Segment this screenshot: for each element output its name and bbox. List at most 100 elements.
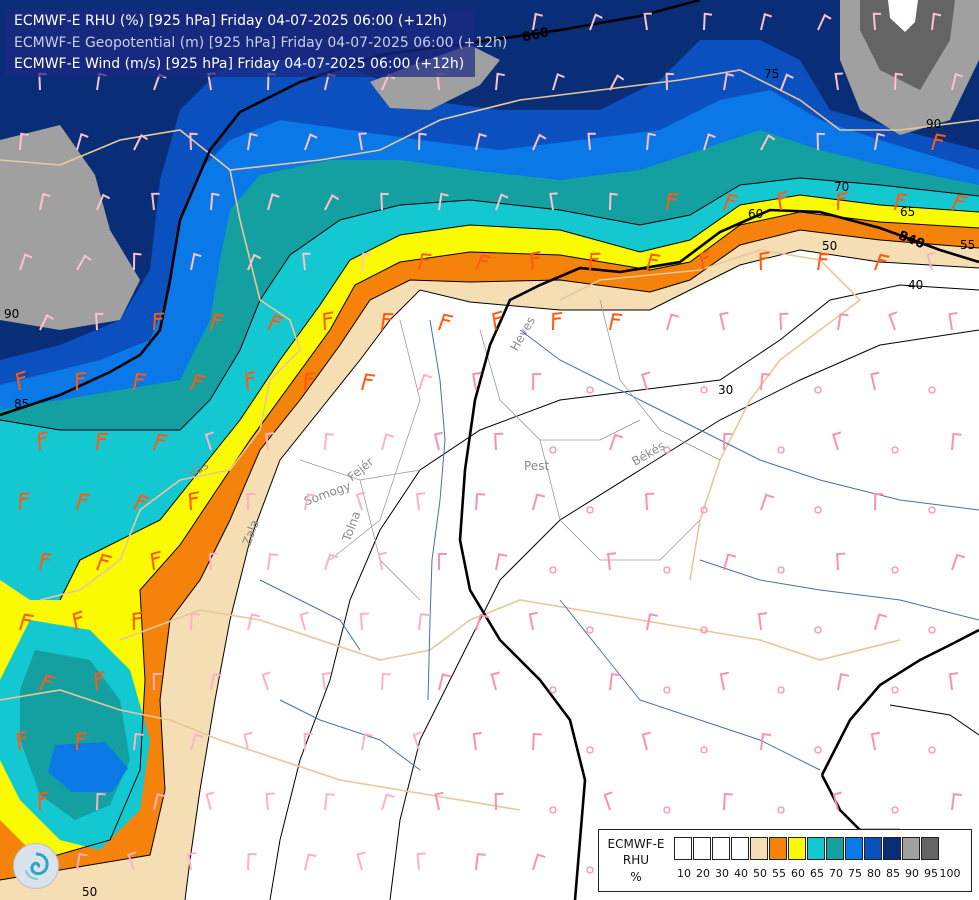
wind-barb-icon (187, 851, 197, 871)
wind-barb-icon (381, 793, 395, 811)
wind-barb-icon (381, 433, 395, 451)
wind-barb-icon (76, 853, 88, 871)
wind-barb-icon (359, 612, 369, 631)
wind-barb-icon (361, 252, 371, 271)
wind-barb-icon (418, 132, 427, 151)
calm-wind-circle-icon (928, 386, 936, 394)
wind-barb-icon (951, 553, 966, 571)
wind-barb-icon (757, 612, 768, 631)
legend-tick-label: 65 (810, 867, 824, 880)
wind-barb-icon (39, 313, 54, 331)
wind-barb-icon (19, 613, 34, 631)
wind-barb-icon (837, 673, 850, 691)
wind-barb-icon (94, 671, 105, 691)
wind-barb-icon (323, 311, 334, 331)
colorbar-legend: ECMWF-E RHU % 10 20 30 40 50 55 60 65 70 75 80 85 90… (598, 829, 972, 892)
wind-barb-icon (532, 493, 546, 511)
wind-barb-icon (127, 851, 137, 871)
rhu-band-80 (0, 0, 979, 385)
wind-barb-icon (94, 312, 104, 331)
calm-wind-circle-icon (586, 866, 594, 874)
wind-barb-icon (719, 671, 729, 691)
rhu-patch-95-west (0, 125, 140, 330)
wind-barb-icon (151, 192, 160, 211)
wind-barb-icon (416, 852, 426, 871)
wind-barb-icon (779, 312, 789, 331)
wind-barb-icon (495, 193, 509, 211)
legend-swatch (769, 837, 787, 860)
wind-barb-icon (361, 733, 373, 751)
calm-wind-circle-icon (777, 686, 785, 694)
place-label: Tolna (339, 509, 363, 544)
wind-barb-icon (265, 792, 275, 811)
wind-barb-icon (15, 370, 26, 391)
wind-barb-icon (817, 253, 830, 271)
wind-barb-icon (210, 313, 225, 331)
calm-wind-circle-icon (700, 386, 708, 394)
wind-barb-icon (894, 72, 904, 91)
legend-tick-label: 95 (924, 867, 938, 880)
wind-barb-icon (415, 492, 426, 511)
rhu-contour-labels: 90 85 75 90 70 65 60 55 50 40 30 50 (4, 67, 975, 899)
wind-barb-icon (302, 252, 311, 271)
wind-barb-icon (760, 733, 772, 751)
wind-barb-icon (133, 494, 150, 511)
wind-barb-icon (433, 431, 444, 451)
wind-barb-icon (324, 432, 335, 451)
wind-barb-icon (37, 431, 48, 451)
wind-barb-icon (532, 12, 544, 31)
legend-swatch (902, 837, 920, 860)
wind-barb-icon (19, 253, 33, 271)
calm-wind-circle-icon (891, 806, 899, 814)
wind-barb-icon (356, 851, 366, 871)
wind-barb-icon (76, 254, 92, 271)
wind-barb-icon (948, 672, 959, 691)
wind-barb-icon (438, 673, 451, 691)
wind-barb-icon (530, 250, 541, 271)
wind-barb-icon (589, 13, 603, 31)
legend-tick-label: 100 (939, 867, 961, 880)
wind-barb-icon (267, 192, 280, 211)
wind-barb-icon (951, 72, 964, 91)
wind-barb-icon (589, 252, 601, 271)
rhu-label: 65 (900, 205, 915, 219)
legend-tick-label: 70 (829, 867, 843, 880)
wind-barb-icon (641, 731, 651, 751)
calm-wind-circle-icon (549, 806, 557, 814)
wind-barb-icon (888, 311, 898, 331)
legend-tick-label: 80 (867, 867, 881, 880)
wind-barb-icon (380, 192, 389, 211)
wind-barb-icon (377, 551, 387, 571)
place-label: Heves (507, 314, 538, 353)
legend-tick-label: 85 (886, 867, 900, 880)
wind-barb-icon (96, 792, 106, 811)
wind-barb-icon (247, 613, 260, 631)
calm-wind-circle-icon (700, 506, 708, 514)
wind-barb-icon (243, 731, 253, 751)
calm-wind-circle-icon (814, 386, 822, 394)
wind-barb-icon (646, 132, 656, 151)
place-label: Pest (524, 459, 549, 473)
wind-barb-icon (552, 73, 565, 91)
calm-wind-circle-icon (928, 626, 936, 634)
calm-wind-circle-icon (700, 626, 708, 634)
wind-barb-icon (304, 853, 317, 871)
wind-barb-icon (719, 311, 729, 331)
wind-barb-icon (39, 192, 51, 211)
calm-wind-circle-icon (891, 566, 899, 574)
legend-tick-label: 55 (772, 867, 786, 880)
wind-barb-icon (532, 732, 542, 751)
wind-barb-icon (261, 671, 271, 691)
calm-wind-circle-icon (549, 446, 557, 454)
wind-barb-icon (434, 791, 444, 811)
wind-barb-icon (816, 132, 825, 151)
wind-barb-icon (247, 493, 256, 510)
rhu-label: 50 (822, 239, 837, 253)
legend-swatch (731, 837, 749, 860)
wind-barb-icon (153, 312, 165, 331)
wind-barb-icon (495, 553, 508, 571)
calm-wind-circle-icon (586, 626, 594, 634)
rhu-label: 75 (764, 67, 779, 81)
wind-barb-icon (304, 372, 316, 391)
